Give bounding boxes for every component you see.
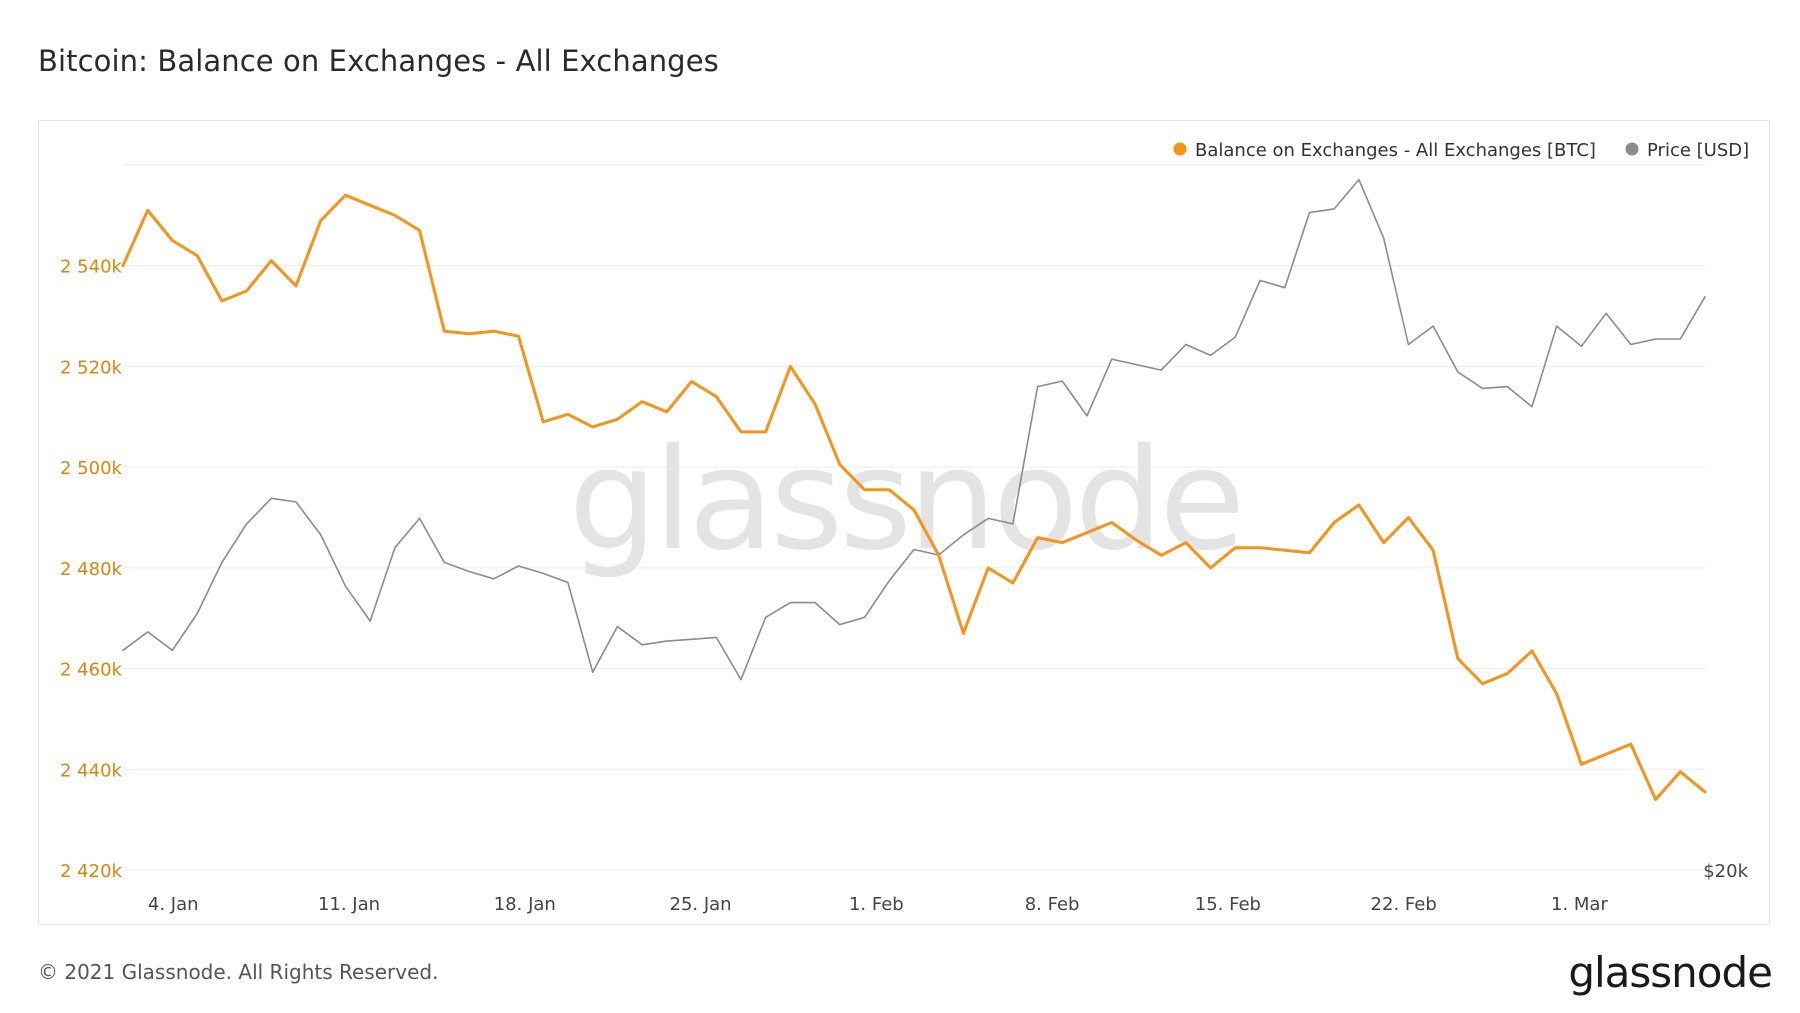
x-tick-label: 22. Feb [1371, 894, 1437, 915]
y-tick-label-left: 2 420k [60, 861, 123, 882]
price-line [122, 178, 1706, 681]
x-axis: 4. Jan 11. Jan 18. Jan 25. Jan 1. Feb 8. Feb 1… [148, 894, 1609, 915]
x-tick-label: 15. Feb [1195, 894, 1261, 915]
y-tick-label-left: 2 500k [60, 458, 123, 479]
balance-line [121, 193, 1707, 801]
legend: Balance on Exchanges - All Exchanges [BT… [1173, 140, 1749, 161]
x-tick-label: 1. Mar [1551, 894, 1608, 915]
x-tick-label: 11. Jan [318, 894, 380, 915]
balance-series [121, 193, 1707, 801]
y-tick-label-right: $20k [1703, 861, 1748, 882]
chart-title: Bitcoin: Balance on Exchanges - All Exch… [38, 44, 719, 78]
legend-swatch [1625, 142, 1639, 156]
y-tick-label-left: 2 520k [60, 357, 123, 378]
legend-label[interactable]: Price [USD] [1647, 140, 1749, 161]
y-axis-right: $20k [1703, 861, 1748, 882]
y-tick-label-left: 2 440k [60, 760, 123, 781]
y-tick-label-left: 2 480k [60, 559, 123, 580]
grid-lines [123, 164, 1705, 871]
chart-frame [38, 120, 1770, 925]
price-series [122, 178, 1706, 681]
legend-swatch [1173, 142, 1187, 156]
y-tick-label-left: 2 460k [60, 660, 123, 681]
y-axis-left: 2 420k 2 440k 2 460k 2 480k 2 500k 2 520k 2 54… [60, 257, 123, 882]
x-tick-label: 25. Jan [670, 894, 732, 915]
legend-label[interactable]: Balance on Exchanges - All Exchanges [BT… [1195, 140, 1596, 161]
y-tick-label-left: 2 540k [60, 257, 123, 278]
footer-copyright: © 2021 Glassnode. All Rights Reserved. [38, 960, 439, 984]
footer-logo[interactable]: glassnode [1568, 948, 1773, 997]
x-tick-label: 4. Jan [148, 894, 199, 915]
x-tick-label: 18. Jan [494, 894, 556, 915]
x-tick-label: 1. Feb [849, 894, 904, 915]
watermark-text: glassnode [569, 419, 1242, 582]
x-tick-label: 8. Feb [1025, 894, 1080, 915]
